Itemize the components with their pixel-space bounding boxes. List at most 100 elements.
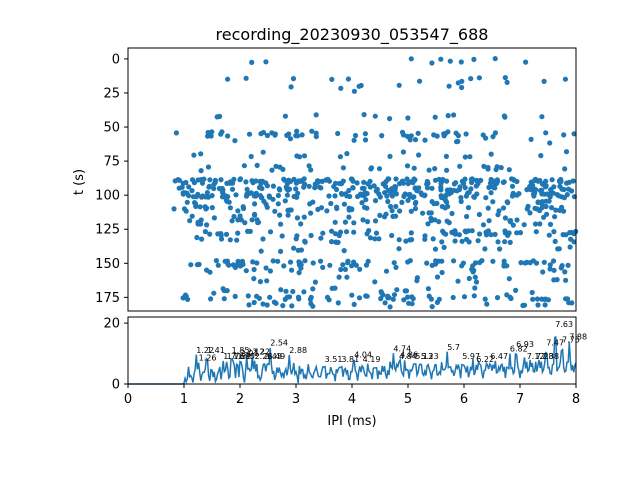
scatter-point [539,187,545,193]
scatter-point [565,262,571,268]
scatter-point [251,276,257,282]
peak-label: 2.54 [270,339,288,348]
histogram-x-tick-label: 5 [404,392,412,407]
scatter-y-tick-label: 0 [112,52,120,67]
scatter-point [556,193,562,199]
scatter-y-tick-label: 125 [95,223,120,238]
scatter-point [191,152,197,158]
scatter-point [493,166,499,173]
scatter-point [571,239,577,245]
scatter-point [231,213,237,220]
scatter-point [429,185,435,191]
scatter-point [344,151,350,157]
scatter-point [476,75,482,81]
peak-label: 1.76 [227,352,245,361]
scatter-point [294,215,300,221]
scatter-point [346,187,352,194]
scatter-point [513,287,519,293]
scatter-point [532,221,539,227]
scatter-point [221,296,227,302]
scatter-point [504,263,510,269]
scatter-point [563,296,569,302]
scatter-point [547,140,553,146]
scatter-point [456,232,462,238]
scatter-point [272,208,278,214]
scatter-point [438,193,444,199]
scatter-point [372,279,378,285]
scatter-point [291,193,297,200]
scatter-point [338,181,345,187]
scatter-point [391,260,397,266]
scatter-y-tick-label: 25 [103,86,120,101]
scatter-point [549,205,555,211]
scatter-point [488,190,494,196]
scatter-point [523,59,529,65]
scatter-point [233,192,239,198]
peak-label: 1.95 [237,352,255,361]
scatter-point [408,230,414,236]
scatter-point [543,130,549,136]
scatter-point [463,236,470,242]
scatter-point [184,199,190,205]
scatter-point [275,201,281,207]
scatter-point [187,218,193,224]
scatter-point [332,193,338,199]
scatter-point [325,176,331,182]
scatter-point [410,296,416,302]
scatter-point [360,217,366,223]
scatter-point [253,178,259,184]
scatter-point [460,260,466,266]
scatter-point [527,210,533,216]
scatter-point [432,246,439,252]
scatter-point [185,296,191,302]
peak-labels: 1.221.261.411.71.761.851.881.952.012.122… [196,320,587,364]
scatter-point [501,179,507,185]
scatter-point [522,260,528,266]
scatter-point [288,207,294,213]
scatter-point [368,166,374,172]
scatter-point [232,264,238,270]
scatter-point [452,238,458,244]
scatter-point [235,230,241,236]
scatter-point [326,193,332,199]
scatter-point [495,212,501,218]
scatter-point [412,200,418,207]
scatter-point [278,221,284,227]
peak-label: 1.26 [199,354,217,363]
scatter-point [342,219,348,225]
scatter-point [299,177,305,184]
histogram-frame [127,316,577,385]
scatter-point [341,248,347,254]
scatter-point [308,210,314,216]
scatter-point [208,296,214,302]
scatter-point [488,176,494,183]
scatter-point [554,277,560,283]
scatter-point [473,279,480,285]
histogram-x-tick-label: 3 [292,392,300,407]
scatter-point [312,185,318,191]
scatter-point [186,184,192,190]
scatter-point [264,183,270,189]
scatter-point [539,296,545,302]
scatter-point [446,220,452,226]
scatter-point [297,260,303,266]
scatter-point [502,215,508,221]
scatter-point [412,177,418,183]
scatter-point [534,296,541,302]
scatter-point [492,56,498,62]
scatter-point [367,178,373,184]
histogram-x-ticks: 0 1 2 3 4 5 6 7 8 [124,384,580,407]
scatter-point [422,192,428,198]
scatter-point [452,228,458,234]
scatter-point [465,205,472,211]
scatter-point [294,153,300,159]
scatter-point [451,181,457,187]
scatter-point [230,180,236,186]
scatter-point [282,296,288,302]
scatter-point [516,191,522,197]
scatter-point [299,132,305,138]
scatter-point [209,205,215,211]
scatter-point [518,260,524,266]
scatter-y-tick-label: 100 [95,189,120,204]
scatter-point [318,235,324,241]
